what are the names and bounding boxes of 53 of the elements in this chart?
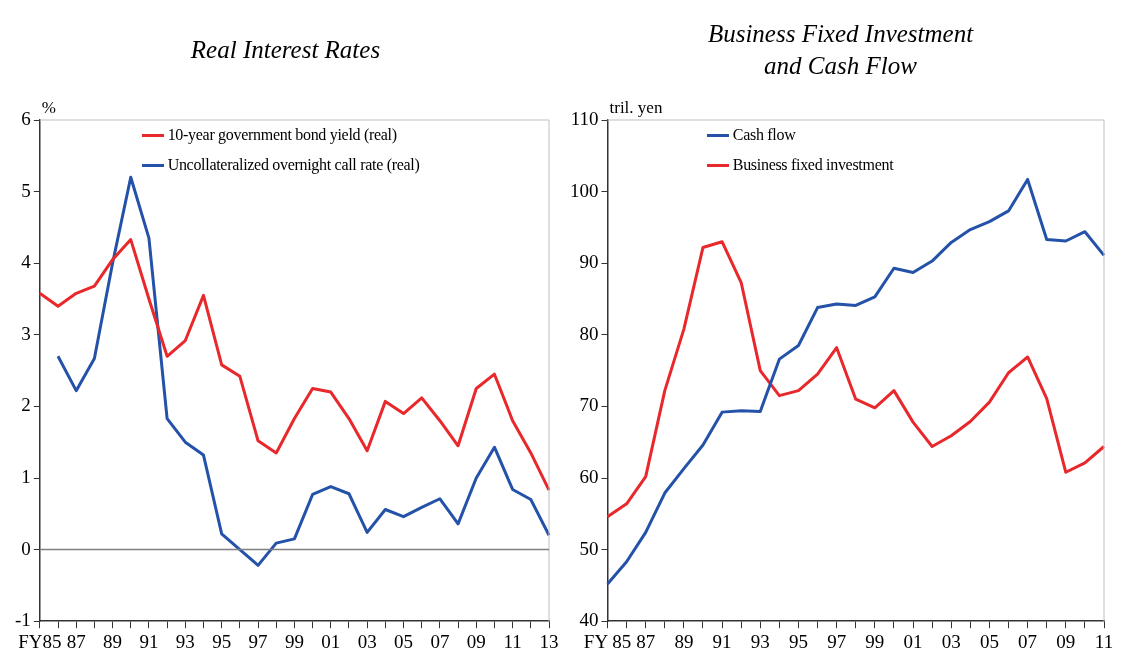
y-tick-label: 60 bbox=[579, 465, 599, 487]
y-tick-label: 100 bbox=[570, 179, 599, 201]
x-tick-label: 07 bbox=[1018, 630, 1038, 652]
y-axis-title: tril. yen bbox=[609, 97, 663, 117]
y-tick-label: -1 bbox=[15, 609, 31, 631]
x-tick-label: 99 bbox=[865, 630, 885, 652]
x-tick-label: 03 bbox=[941, 630, 961, 652]
x-tick-label: 99 bbox=[284, 630, 304, 652]
x-tick-label: 05 bbox=[394, 630, 414, 652]
x-tick-label: 05 bbox=[979, 630, 999, 652]
x-tick-label: 87 bbox=[66, 630, 86, 652]
y-tick-label: 5 bbox=[21, 179, 31, 201]
chart-title: Real Interest Rates bbox=[189, 35, 382, 65]
x-tick-label: 13 bbox=[539, 630, 559, 652]
chart-title: Business Fixed Investment and Cash Flow bbox=[706, 19, 975, 81]
y-tick-label: 90 bbox=[579, 251, 599, 273]
y-tick-label: 0 bbox=[21, 537, 31, 559]
x-tick-label: FY85 bbox=[18, 630, 62, 652]
x-tick-label: 03 bbox=[357, 630, 377, 652]
x-tick-label: 91 bbox=[712, 630, 732, 652]
y-tick-label: 110 bbox=[570, 107, 599, 129]
y-tick-label: 3 bbox=[21, 322, 31, 344]
y-tick-label: 2 bbox=[21, 394, 31, 416]
legend-label: 10-year government bond yield (real) bbox=[167, 126, 397, 144]
x-tick-label: 01 bbox=[321, 630, 341, 652]
x-tick-label: 93 bbox=[750, 630, 770, 652]
x-tick-label: 07 bbox=[430, 630, 450, 652]
x-tick-label: 95 bbox=[788, 630, 808, 652]
x-tick-label: 11 bbox=[503, 630, 522, 652]
legend-label: Business fixed investment bbox=[732, 156, 894, 174]
x-tick-label: 97 bbox=[827, 630, 847, 652]
legend-label: Cash flow bbox=[732, 126, 796, 144]
x-tick-label: 95 bbox=[212, 630, 232, 652]
x-tick-label: 87 bbox=[636, 630, 656, 652]
legend-label: Uncollateralized overnight call rate (real) bbox=[167, 156, 420, 174]
x-tick-label: FY 85 bbox=[583, 630, 632, 652]
x-tick-label: 89 bbox=[103, 630, 123, 652]
x-tick-label: 11 bbox=[1094, 630, 1114, 652]
y-axis-title: % bbox=[41, 97, 56, 117]
y-tick-label: 50 bbox=[579, 537, 599, 559]
x-tick-label: 09 bbox=[466, 630, 486, 652]
x-tick-label: 93 bbox=[175, 630, 195, 652]
y-tick-label: 70 bbox=[579, 394, 599, 416]
x-tick-label: 97 bbox=[248, 630, 268, 652]
y-tick-label: 80 bbox=[579, 322, 599, 344]
y-tick-label: 40 bbox=[579, 609, 599, 631]
x-tick-label: 09 bbox=[1056, 630, 1076, 652]
x-tick-label: 01 bbox=[903, 630, 923, 652]
y-tick-label: 1 bbox=[21, 465, 31, 487]
x-tick-label: 89 bbox=[674, 630, 694, 652]
y-tick-label: 6 bbox=[21, 107, 31, 129]
y-tick-label: 4 bbox=[21, 251, 32, 273]
x-tick-label: 91 bbox=[139, 630, 159, 652]
